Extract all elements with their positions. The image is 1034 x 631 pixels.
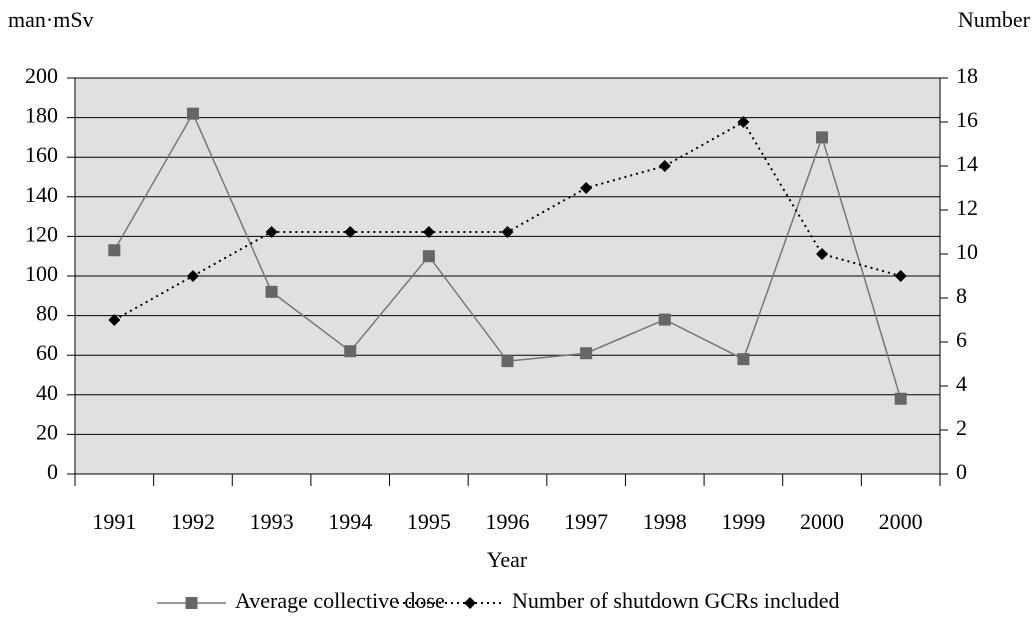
legend-marker [185,597,198,609]
data-point [501,355,514,368]
y-tick-label: 120 [25,221,58,246]
data-point [186,107,199,120]
y-tick-label: 180 [25,103,58,128]
data-point [737,353,750,366]
y-tick-label: 60 [36,340,58,365]
data-point [894,270,907,282]
data-point [501,226,514,238]
x-tick-label: 1994 [328,509,372,534]
x-axis-title: Year [487,547,528,572]
y2-tick-label: 2 [956,415,967,440]
data-point [816,248,829,260]
data-point [422,250,435,263]
data-point [108,244,121,257]
y2-axis-title: Number [958,7,1031,32]
data-point [265,226,278,238]
data-point [344,226,357,238]
y2-tick-label: 16 [956,107,978,132]
x-tick-label: 1999 [721,509,765,534]
data-point [580,182,593,194]
series-line [113,120,901,321]
data-point [658,313,671,326]
data-point [816,131,829,144]
y2-tick-label: 0 [956,459,967,484]
data-point [894,392,907,405]
x-tick-label: 2000 [879,509,923,534]
data-point [658,160,671,172]
data-point [580,347,593,360]
y2-tick-label: 10 [956,239,978,264]
y-tick-label: 160 [25,142,58,167]
y-tick-label: 140 [25,182,58,207]
y-tick-label: 200 [25,63,58,88]
x-tick-label: 1998 [643,509,687,534]
y-tick-label: 40 [36,380,58,405]
y2-tick-label: 8 [956,283,967,308]
y-tick-label: 80 [36,301,58,326]
y2-tick-label: 12 [956,195,978,220]
y-tick-label: 0 [47,459,58,484]
data-point [186,270,199,282]
y2-tick-label: 4 [956,371,967,396]
y2-tick-label: 18 [956,63,978,88]
x-tick-label: 1991 [92,509,136,534]
data-point [422,226,435,238]
legend-label: Average collective dose [235,588,445,613]
x-tick-label: 1993 [250,509,294,534]
y2-tick-label: 6 [956,327,967,352]
y2-tick-label: 14 [956,151,978,176]
legend-marker [464,597,476,609]
x-tick-label: 1997 [564,509,608,534]
data-point [737,116,750,128]
x-tick-label: 2000 [800,509,844,534]
data-point [108,314,121,326]
data-point [344,345,357,358]
data-point [265,285,278,298]
y-axis-title: man·mSv [8,7,94,32]
x-tick-label: 1995 [407,509,451,534]
x-tick-label: 1996 [486,509,530,534]
y-tick-label: 20 [36,419,58,444]
legend-label: Number of shutdown GCRs included [512,588,840,613]
x-tick-label: 1992 [171,509,215,534]
y-tick-label: 100 [25,261,58,286]
